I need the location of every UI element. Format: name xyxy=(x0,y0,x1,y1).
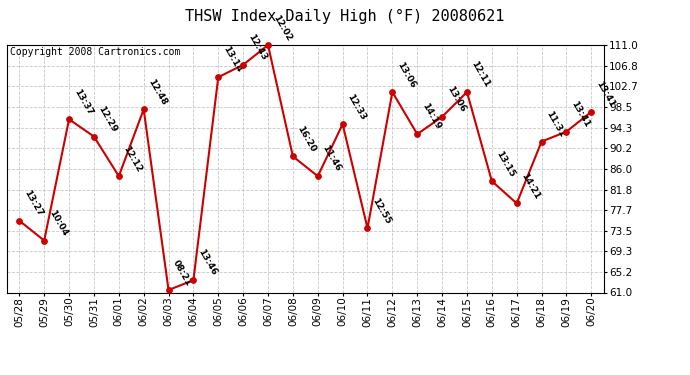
Text: 08:21: 08:21 xyxy=(171,258,193,287)
Text: 12:48: 12:48 xyxy=(146,77,168,106)
Point xyxy=(511,200,522,206)
Text: Copyright 2008 Cartronics.com: Copyright 2008 Cartronics.com xyxy=(10,48,180,57)
Point xyxy=(462,89,473,95)
Text: 12:33: 12:33 xyxy=(346,92,368,122)
Point xyxy=(437,114,448,120)
Text: 13:14: 13:14 xyxy=(221,45,244,74)
Point xyxy=(163,287,174,293)
Text: 14:21: 14:21 xyxy=(520,171,542,201)
Point xyxy=(113,173,124,179)
Text: 12:43: 12:43 xyxy=(246,33,268,62)
Point xyxy=(313,173,324,179)
Text: 11:31: 11:31 xyxy=(544,110,566,139)
Text: 13:37: 13:37 xyxy=(72,87,94,117)
Point xyxy=(287,153,298,159)
Text: 13:41: 13:41 xyxy=(569,99,591,129)
Point xyxy=(561,129,572,135)
Text: 12:12: 12:12 xyxy=(121,144,144,173)
Point xyxy=(39,237,50,243)
Text: 13:46: 13:46 xyxy=(196,248,218,278)
Point xyxy=(412,131,423,137)
Point xyxy=(536,138,547,144)
Text: 11:46: 11:46 xyxy=(321,144,343,173)
Point xyxy=(237,62,248,68)
Point xyxy=(88,134,99,140)
Text: 13:41: 13:41 xyxy=(594,80,616,109)
Point xyxy=(586,109,597,115)
Point xyxy=(387,89,398,95)
Text: 12:29: 12:29 xyxy=(97,104,119,134)
Point xyxy=(63,116,75,122)
Point xyxy=(486,178,497,184)
Text: 14:19: 14:19 xyxy=(420,102,442,131)
Text: 12:11: 12:11 xyxy=(470,60,492,89)
Text: 12:55: 12:55 xyxy=(371,196,393,225)
Text: 13:06: 13:06 xyxy=(395,60,417,89)
Text: 13:15: 13:15 xyxy=(495,149,517,178)
Point xyxy=(14,218,25,224)
Point xyxy=(262,42,273,48)
Text: 16:20: 16:20 xyxy=(296,124,317,154)
Text: 10:04: 10:04 xyxy=(47,209,69,238)
Text: 13:06: 13:06 xyxy=(445,85,467,114)
Text: 13:27: 13:27 xyxy=(22,189,44,218)
Point xyxy=(213,74,224,80)
Point xyxy=(138,106,149,112)
Point xyxy=(362,225,373,231)
Point xyxy=(337,121,348,127)
Text: 12:02: 12:02 xyxy=(270,13,293,42)
Text: THSW Index Daily High (°F) 20080621: THSW Index Daily High (°F) 20080621 xyxy=(186,9,504,24)
Point xyxy=(188,277,199,283)
